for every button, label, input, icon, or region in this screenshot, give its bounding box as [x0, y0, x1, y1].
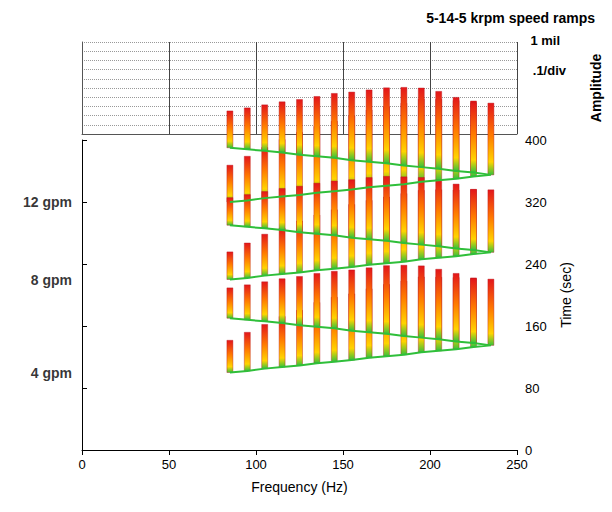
svg-text:.1/div: .1/div [533, 63, 567, 78]
svg-text:0: 0 [78, 457, 85, 472]
svg-text:100: 100 [245, 457, 267, 472]
svg-text:12 gpm: 12 gpm [23, 194, 72, 210]
svg-text:400: 400 [525, 133, 547, 148]
svg-text:Amplitude: Amplitude [588, 54, 604, 123]
svg-text:8 gpm: 8 gpm [31, 272, 72, 288]
svg-text:250: 250 [506, 457, 528, 472]
svg-text:4 gpm: 4 gpm [31, 365, 72, 381]
svg-text:240: 240 [525, 257, 547, 272]
svg-text:150: 150 [332, 457, 354, 472]
svg-text:320: 320 [525, 195, 547, 210]
svg-text:0: 0 [525, 443, 532, 458]
svg-text:160: 160 [525, 319, 547, 334]
svg-text:1 mil: 1 mil [530, 33, 560, 48]
svg-text:50: 50 [162, 457, 176, 472]
svg-text:80: 80 [525, 381, 539, 396]
svg-text:Time (sec): Time (sec) [558, 262, 574, 328]
svg-text:200: 200 [419, 457, 441, 472]
svg-text:5-14-5 krpm speed ramps: 5-14-5 krpm speed ramps [426, 10, 595, 26]
svg-text:Frequency (Hz): Frequency (Hz) [251, 479, 347, 495]
